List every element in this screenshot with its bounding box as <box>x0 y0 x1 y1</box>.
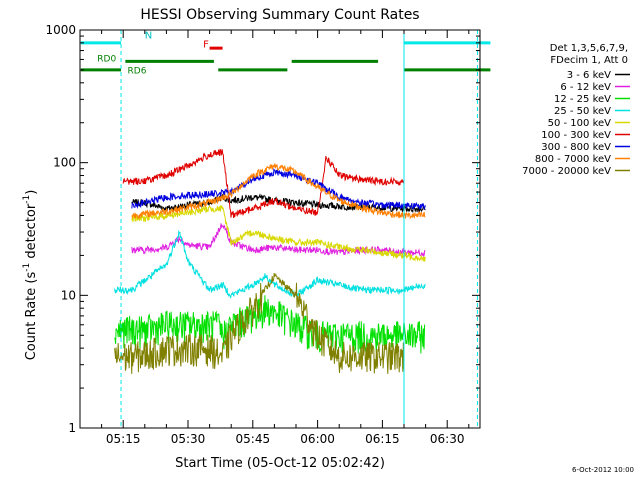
y-tick-label-1: 10 <box>61 288 76 302</box>
legend-label-8: 7000 - 20000 keV <box>522 166 611 177</box>
series-line-6 <box>131 167 426 211</box>
x-tick-label-4: 06:15 <box>365 432 400 446</box>
y-tick-label-3: 1000 <box>45 23 76 37</box>
series-line-4 <box>131 205 426 262</box>
series-line-7 <box>131 163 426 220</box>
x-tick-label-3: 06:00 <box>300 432 335 446</box>
series-group <box>114 148 426 374</box>
footer-date: 6-Oct-2012 10:00 <box>572 466 634 474</box>
y-label-sup1: -1 <box>22 263 32 272</box>
series-line-2 <box>114 295 426 355</box>
y-label-mid: detector <box>24 203 39 263</box>
annotations: N F RD0 RD6 <box>80 30 491 428</box>
y-label-sup2: -1 <box>22 195 32 204</box>
series-line-5 <box>122 148 405 218</box>
x-tick-label-5: 06:30 <box>430 432 465 446</box>
y-axis-label: Count Rate (s-1 detector-1) <box>22 190 39 361</box>
n-label: N <box>145 31 152 42</box>
legend: Det 1,3,5,6,7,9,FDecim 1, Att 0 3 - 6 keV… <box>522 43 630 177</box>
plot-frame <box>79 29 481 429</box>
legend-label-3: 25 - 50 keV <box>554 106 611 117</box>
y-label-end: ) <box>24 190 39 195</box>
x-tick-label-0: 05:15 <box>106 432 141 446</box>
x-tick-label-1: 05:30 <box>171 432 206 446</box>
legend-label-6: 300 - 800 keV <box>541 142 611 153</box>
legend-label-1: 6 - 12 keV <box>560 82 611 93</box>
legend-label-2: 12 - 25 keV <box>554 94 611 105</box>
chart-title: HESSI Observing Summary Count Rates <box>140 7 419 23</box>
y-label-main: Count Rate (s <box>24 272 39 361</box>
legend-label-5: 100 - 300 keV <box>541 130 611 141</box>
legend-header-0: Det 1,3,5,6,7,9, <box>550 43 628 54</box>
svg-text:Count Rate (s-1 detector-1): Count Rate (s-1 detector-1) <box>22 190 39 361</box>
plot-area <box>114 148 426 374</box>
series-line-3 <box>114 229 426 300</box>
y-tick-label-0: 1 <box>68 421 76 435</box>
f-label: F <box>203 39 209 50</box>
rd6-label: RD6 <box>128 67 147 77</box>
axes: 1 10 100 1000 05:15 05:30 05:45 06:00 06:15 06:30 <box>45 23 481 446</box>
legend-label-0: 3 - 6 keV <box>567 70 611 81</box>
y-tick-label-2: 100 <box>53 156 76 170</box>
series-line-8 <box>114 272 405 374</box>
legend-label-7: 800 - 7000 keV <box>535 154 611 165</box>
legend-label-4: 50 - 100 keV <box>548 118 612 129</box>
x-axis-label: Start Time (05-Oct-12 05:02:42) <box>175 456 385 471</box>
rd0-label: RD0 <box>97 54 116 64</box>
x-tick-label-2: 05:45 <box>236 432 271 446</box>
legend-header-1: FDecim 1, Att 0 <box>550 55 628 66</box>
